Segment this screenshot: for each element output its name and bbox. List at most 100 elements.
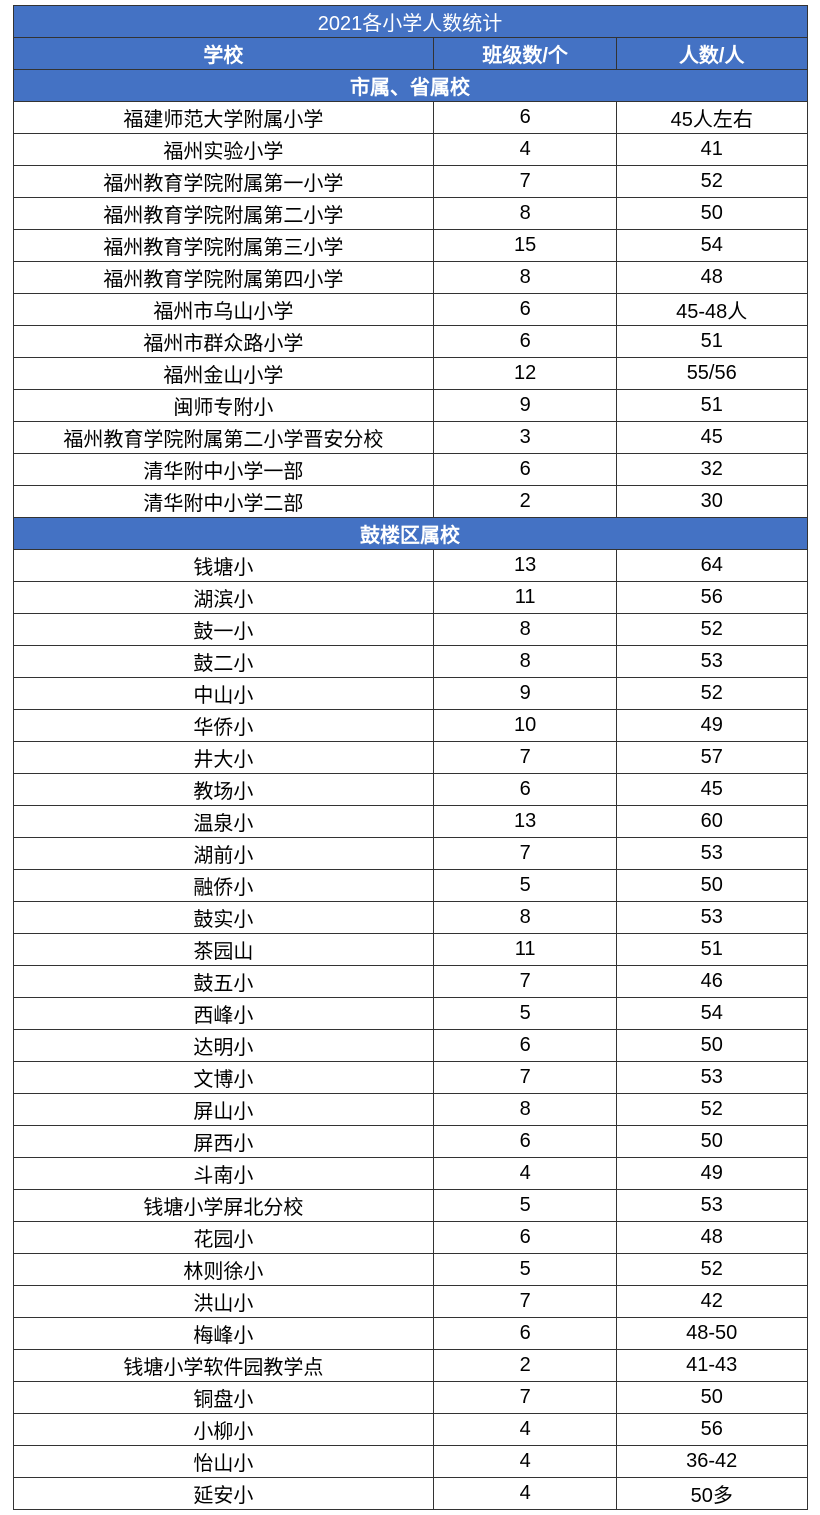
cell-classes: 13 [434,550,617,582]
cell-students: 53 [616,902,807,934]
table-row: 钱塘小1364 [13,550,807,582]
table-row: 中山小952 [13,678,807,710]
cell-school: 中山小 [13,678,434,710]
table-row: 福州教育学院附属第一小学752 [13,166,807,198]
cell-school: 教场小 [13,774,434,806]
table-row: 湖滨小1156 [13,582,807,614]
table-row: 鼓实小853 [13,902,807,934]
cell-students: 50多 [616,1478,807,1510]
table-row: 福州市群众路小学651 [13,326,807,358]
cell-school: 钱塘小学屏北分校 [13,1190,434,1222]
cell-students: 51 [616,326,807,358]
header-classes: 班级数/个 [434,38,617,70]
cell-classes: 7 [434,742,617,774]
cell-school: 钱塘小学软件园教学点 [13,1350,434,1382]
cell-students: 32 [616,454,807,486]
cell-school: 福州金山小学 [13,358,434,390]
cell-classes: 2 [434,486,617,518]
table-title: 2021各小学人数统计 [13,6,807,38]
table-row: 井大小757 [13,742,807,774]
table-row: 达明小650 [13,1030,807,1062]
table-row: 梅峰小648-50 [13,1318,807,1350]
cell-students: 50 [616,870,807,902]
cell-students: 52 [616,166,807,198]
table-row: 福州教育学院附属第四小学848 [13,262,807,294]
cell-school: 洪山小 [13,1286,434,1318]
cell-school: 福建师范大学附属小学 [13,102,434,134]
cell-classes: 6 [434,294,617,326]
cell-school: 福州教育学院附属第二小学晋安分校 [13,422,434,454]
cell-school: 清华附中小学二部 [13,486,434,518]
cell-classes: 4 [434,1478,617,1510]
cell-school: 怡山小 [13,1446,434,1478]
table-row: 清华附中小学二部230 [13,486,807,518]
cell-students: 60 [616,806,807,838]
cell-classes: 12 [434,358,617,390]
cell-students: 64 [616,550,807,582]
cell-classes: 7 [434,966,617,998]
cell-students: 45 [616,422,807,454]
table-row: 福州教育学院附属第二小学850 [13,198,807,230]
table-row: 林则徐小552 [13,1254,807,1286]
cell-students: 50 [616,1382,807,1414]
table-row: 斗南小449 [13,1158,807,1190]
cell-school: 鼓一小 [13,614,434,646]
table-row: 屏西小650 [13,1126,807,1158]
cell-classes: 9 [434,678,617,710]
table-row: 福州金山小学1255/56 [13,358,807,390]
cell-students: 49 [616,710,807,742]
cell-students: 50 [616,1126,807,1158]
cell-students: 53 [616,1062,807,1094]
cell-school: 林则徐小 [13,1254,434,1286]
cell-classes: 13 [434,806,617,838]
cell-school: 清华附中小学一部 [13,454,434,486]
cell-classes: 5 [434,1254,617,1286]
table-row: 福州市乌山小学645-48人 [13,294,807,326]
cell-school: 鼓实小 [13,902,434,934]
cell-students: 36-42 [616,1446,807,1478]
cell-students: 53 [616,838,807,870]
cell-students: 48 [616,262,807,294]
table-row: 鼓五小746 [13,966,807,998]
cell-school: 闽师专附小 [13,390,434,422]
cell-students: 57 [616,742,807,774]
cell-students: 48 [616,1222,807,1254]
cell-classes: 8 [434,262,617,294]
cell-school: 花园小 [13,1222,434,1254]
cell-classes: 5 [434,1190,617,1222]
cell-school: 井大小 [13,742,434,774]
cell-classes: 6 [434,774,617,806]
cell-students: 53 [616,1190,807,1222]
table-row: 文博小753 [13,1062,807,1094]
table-row: 花园小648 [13,1222,807,1254]
table-row: 教场小645 [13,774,807,806]
header-school: 学校 [13,38,434,70]
table-row: 怡山小436-42 [13,1446,807,1478]
cell-classes: 9 [434,390,617,422]
section-name: 鼓楼区属校 [13,518,807,550]
title-row: 2021各小学人数统计 [13,6,807,38]
table-row: 屏山小852 [13,1094,807,1126]
table-row: 钱塘小学屏北分校553 [13,1190,807,1222]
cell-classes: 6 [434,1318,617,1350]
header-students: 人数/人 [616,38,807,70]
cell-classes: 10 [434,710,617,742]
table-row: 福州实验小学441 [13,134,807,166]
cell-students: 53 [616,646,807,678]
cell-school: 融侨小 [13,870,434,902]
cell-classes: 15 [434,230,617,262]
cell-classes: 8 [434,1094,617,1126]
cell-classes: 6 [434,102,617,134]
table-row: 铜盘小750 [13,1382,807,1414]
table-row: 清华附中小学一部632 [13,454,807,486]
cell-classes: 4 [434,1446,617,1478]
cell-students: 50 [616,198,807,230]
cell-school: 华侨小 [13,710,434,742]
cell-school: 福州实验小学 [13,134,434,166]
cell-classes: 7 [434,1062,617,1094]
cell-school: 湖滨小 [13,582,434,614]
table-body: 2021各小学人数统计 学校 班级数/个 人数/人 市属、省属校福建师范大学附属… [13,6,807,1510]
cell-classes: 8 [434,902,617,934]
cell-students: 54 [616,230,807,262]
header-row: 学校 班级数/个 人数/人 [13,38,807,70]
